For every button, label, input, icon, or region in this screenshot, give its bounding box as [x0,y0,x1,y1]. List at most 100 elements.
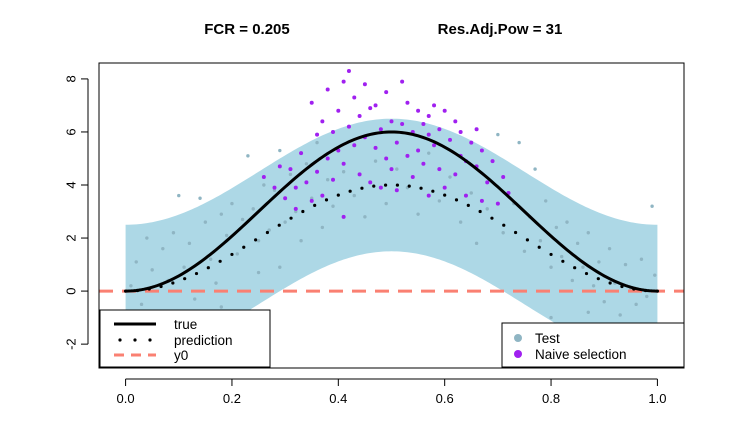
naive-point-44 [400,122,405,126]
x-tick-label-4: 0.8 [542,391,560,406]
test-point-32 [299,239,303,243]
test-point-42 [373,159,378,163]
prediction-dot-14 [289,216,293,220]
naive-point-20 [341,79,346,84]
x-tick-label-5: 1.0 [648,391,666,406]
prediction-dot-13 [277,223,281,227]
prediction-dot-11 [253,238,258,242]
x-axis: 0.0 0.2 0.4 0.6 0.8 1.0 [117,378,666,406]
prediction-dot-41 [608,281,612,285]
test-point-64 [554,225,559,230]
naive-point-5 [293,206,298,211]
legend-true-prediction-y0: true prediction y0 [99,309,271,368]
prediction-dot-42 [620,284,624,289]
prediction-dot-5 [183,277,187,281]
prediction-dot-39 [584,271,589,276]
test-point-33 [304,162,309,166]
legend-true-label: true [174,317,197,332]
prediction-dot-32 [502,223,506,227]
prediction-dot-36 [549,252,553,257]
naive-point-50 [416,148,421,153]
naive-point-53 [426,114,431,119]
prediction-dot-26 [431,189,435,193]
naive-point-39 [389,119,394,124]
prediction-dot-38 [573,266,577,270]
naive-point-48 [410,175,415,180]
prediction-dot-40 [596,277,600,281]
naive-point-67 [463,193,468,198]
test-point-19 [230,201,234,206]
test-point-16 [214,281,218,285]
prediction-dot-34 [525,238,530,242]
naive-point-40 [389,167,394,172]
prediction-dot-33 [513,230,518,235]
y-tick-label-2: 2 [63,234,78,241]
prediction-dot-6 [194,271,199,276]
naive-point-0 [261,175,266,180]
test-point-13 [198,196,202,200]
prediction-dot-22 [383,183,388,187]
naive-point-26 [352,143,357,148]
test-point-6 [161,246,165,251]
naive-point-14 [325,156,330,161]
prediction-dot-15 [301,209,305,214]
prediction-dot-25 [419,186,423,190]
naive-point-9 [309,198,314,203]
naive-point-4 [288,167,293,172]
legend-naive-swatch [514,350,522,358]
prediction-dot-8 [218,259,222,263]
naive-point-36 [378,185,383,190]
legend-test-label: Test [535,331,560,346]
legend-right-box [501,322,685,368]
naive-point-35 [378,127,383,132]
naive-point-10 [315,132,320,137]
naive-point-16 [331,129,335,134]
test-point-60 [533,167,537,171]
naive-point-38 [384,156,389,161]
naive-point-13 [320,193,325,198]
test-point-2 [139,302,144,307]
test-point-44 [395,167,399,171]
legend-test-swatch [514,334,522,342]
test-point-47 [427,151,431,155]
naive-point-52 [421,122,426,126]
prediction-dot-21 [372,184,376,188]
test-point-61 [538,239,543,243]
test-point-68 [575,241,580,246]
test-point-51 [469,191,473,195]
prediction-dot-4 [171,281,175,285]
naive-point-33 [373,145,378,150]
test-point-10 [182,265,186,269]
x-tick-label-3: 0.6 [436,391,454,406]
test-point-79 [634,302,638,307]
naive-point-18 [336,108,341,113]
test-point-76 [618,313,622,317]
legend-prediction-label: prediction [174,333,233,348]
test-point-62 [544,199,548,203]
naive-point-24 [346,124,351,129]
test-point-28 [278,148,282,153]
naive-point-3 [283,196,288,201]
test-point-11 [187,241,192,246]
test-point-35 [320,225,325,230]
naive-point-70 [474,127,479,132]
test-point-43 [384,201,388,206]
test-point-72 [597,260,601,264]
test-point-21 [240,217,245,222]
test-point-66 [565,220,569,224]
title-fcr: FCR = 0.205 [204,21,289,38]
naive-point-21 [341,161,346,166]
test-point-0 [129,284,133,288]
y-tick-label-4: 6 [63,128,78,135]
test-point-85 [219,305,224,309]
test-point-49 [448,175,452,179]
y-tick-label-3: 4 [63,181,78,188]
naive-point-71 [479,148,484,153]
test-point-77 [623,262,628,267]
test-point-55 [501,231,505,235]
test-point-88 [549,315,553,320]
y-tick-label-5: 8 [63,75,78,82]
naive-point-63 [453,172,458,177]
naive-point-76 [501,175,506,180]
naive-point-54 [426,193,431,198]
